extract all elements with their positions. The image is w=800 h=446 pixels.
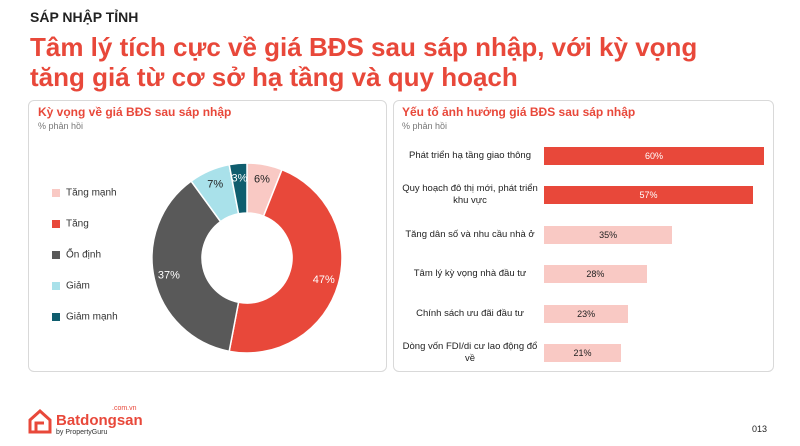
bar [544,344,621,362]
title: Tâm lý tích cực về giá BĐS sau sáp nhập,… [30,32,697,92]
legend-label: Giảm mạnh [66,312,118,323]
chart-subtitle: % phản hồi [402,121,448,131]
legend-label: Tăng mạnh [66,188,117,199]
slice-label: 3% [232,172,248,184]
value-label: 21% [573,348,592,358]
legend-swatch [52,220,60,228]
legend-swatch [52,189,60,197]
panel [28,100,387,372]
category-label: Dòng vốn FDI/di cư lao động đổ về [402,341,538,364]
slice-label: 37% [158,269,180,281]
page-number: 013 [752,424,768,434]
chart-title: Yếu tố ảnh hưởng giá BĐS sau sáp nhập [402,105,636,119]
donut-slice [228,168,343,354]
value-label: 57% [639,190,658,201]
bar [544,186,753,205]
legend-label: Giảm [66,281,90,292]
value-label: 28% [586,269,605,280]
bar [544,225,673,244]
donut-slice [228,162,248,215]
bar [544,265,647,284]
donut-chart: 6% Tăng mạnh 47% Tăng 37% Ổn định 7% Giảm 3% Giảm… [52,162,343,354]
legend-label: Ổn định [66,248,101,261]
slice-label: 7% [207,178,223,190]
category-label: Tâm lý kỳ vọng nhà đầu tư [413,268,527,280]
section-label: SÁP NHẬP TỈNH [30,9,139,25]
value-label: 23% [577,308,596,319]
title-line: Tâm lý tích cực về giá BĐS sau sáp nhập,… [30,32,698,62]
category-label: Chính sách ưu đãi đầu tư [416,307,524,319]
legend-swatch [52,251,60,259]
bar [544,147,764,165]
legend-swatch [52,313,60,321]
brand: Batdongsan [56,412,143,429]
legend-swatch [52,282,60,290]
value-label: 35% [599,229,618,240]
slice-label: 47% [313,274,335,286]
chart-subtitle: % phản hồi [38,121,84,131]
tagline: by PropertyGuru [56,429,108,436]
bar-chart: Phát triển hạ tầng giao thông 60% Quy hoạc… [402,147,764,364]
category-label: Quy hoạch đô thị mới, phát triển khu vực [402,183,538,207]
panel [393,100,774,372]
slice-label: 6% [254,173,270,185]
bar [544,304,629,323]
logo-icon [28,408,52,434]
donut-slice [151,180,240,353]
value-label: 60% [644,151,664,161]
legend-label: Tăng [66,219,89,230]
category-label: Tăng dân số và nhu cầu nhà ở [405,228,535,240]
domain: .com.vn [112,405,137,412]
category-label: Phát triển hạ tầng giao thông [408,150,531,161]
title-line: tăng giá từ cơ sở hạ tầng và quy hoạch [30,62,518,92]
chart-title: Kỳ vọng về giá BĐS sau sáp nhập [38,105,232,119]
